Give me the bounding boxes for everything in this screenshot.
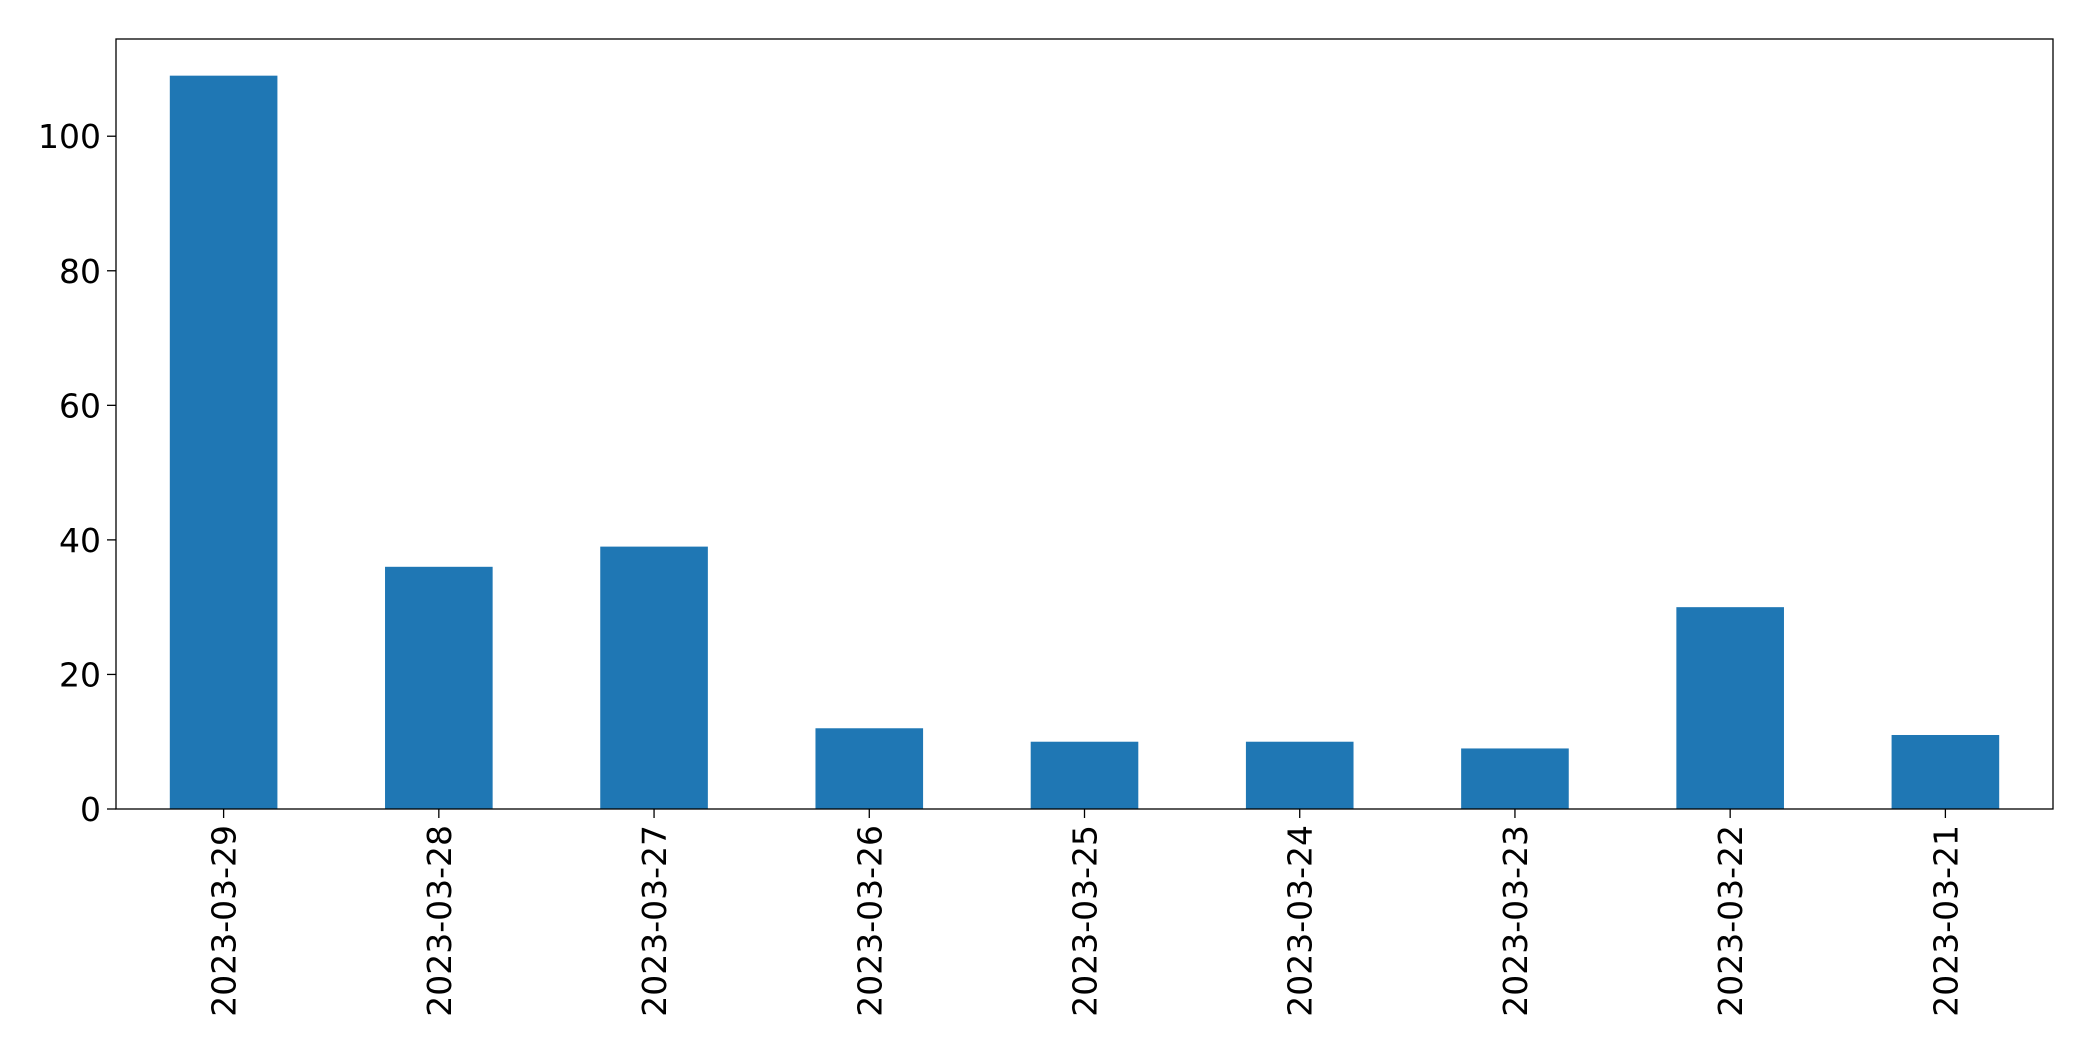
x-tick-label: 2023-03-21 [1926,825,1965,1017]
x-tick-label: 2023-03-28 [420,825,459,1017]
x-tick-label: 2023-03-29 [205,825,244,1017]
bar [385,566,493,809]
bar [1245,741,1354,809]
bar [1461,748,1569,809]
x-tick-label: 2023-03-23 [1496,825,1535,1017]
plot-frame [115,38,2054,810]
bar [1891,734,2000,809]
bar [815,728,924,809]
y-tick-label: 100 [38,117,101,156]
x-tick-label: 2023-03-27 [635,825,674,1017]
bar [1030,741,1139,809]
bar [169,75,278,809]
x-tick-label: 2023-03-22 [1711,825,1750,1017]
bar [1676,607,1784,809]
bar [600,546,708,809]
x-tick-label: 2023-03-26 [850,825,889,1017]
y-tick-label: 60 [59,386,101,425]
y-tick-label: 80 [59,252,101,291]
x-tick-label: 2023-03-25 [1066,825,1105,1017]
y-tick-label: 0 [80,790,101,829]
x-tick-label: 2023-03-24 [1281,825,1320,1017]
y-tick-label: 40 [59,521,101,560]
y-tick-label: 20 [59,655,101,694]
